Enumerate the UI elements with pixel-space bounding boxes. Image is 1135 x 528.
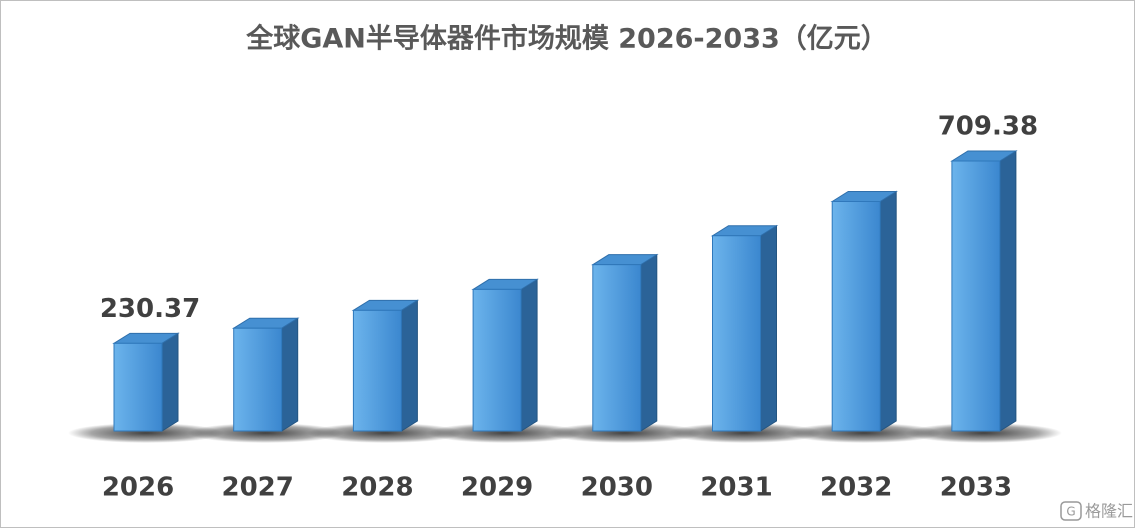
watermark-icon: [1060, 501, 1082, 521]
bar-shadow: [187, 423, 344, 443]
bar-side: [520, 278, 538, 432]
bar-side: [760, 224, 777, 432]
floor: [68, 423, 1062, 443]
bar-front: [472, 288, 522, 432]
bar-front: [113, 342, 163, 432]
x-tick-label: 2033: [940, 473, 1012, 503]
bar-side: [161, 332, 179, 432]
bar-front: [831, 200, 881, 432]
bar: [591, 253, 659, 432]
bar-shadow: [786, 423, 943, 443]
bar-shadow: [427, 423, 584, 443]
bar-front: [712, 235, 761, 432]
watermark-icon-letter: G: [1066, 505, 1075, 519]
bar-side: [281, 317, 299, 432]
x-tick-label: 2029: [461, 473, 533, 503]
bar-side: [999, 150, 1017, 432]
bar: [112, 332, 180, 432]
bar: [231, 317, 300, 432]
x-tick-label: 2027: [222, 473, 294, 503]
data-label: 230.37: [100, 294, 200, 324]
bar-front: [592, 264, 642, 432]
x-tick-label: 2032: [820, 473, 892, 503]
x-tick-label: 2026: [102, 473, 174, 503]
chart-title: 全球GAN半导体器件市场规模 2026-2033（亿元）: [245, 23, 888, 55]
watermark-text: 格隆汇: [1085, 502, 1133, 521]
bar: [351, 299, 420, 432]
bar-side: [879, 190, 897, 432]
watermark: G 格隆汇: [1060, 501, 1133, 521]
bar: [950, 150, 1018, 432]
bar-side: [640, 253, 658, 432]
bar-front: [233, 327, 283, 432]
bar: [830, 190, 898, 432]
bar-side: [400, 299, 418, 432]
bar: [471, 278, 539, 432]
bar-front: [951, 160, 1001, 432]
x-tick-label: 2028: [341, 473, 413, 503]
data-label: 709.38: [938, 112, 1038, 142]
x-tick-label: 2031: [700, 473, 772, 503]
bar-shadow: [905, 423, 1062, 443]
bar-shadow: [68, 423, 224, 443]
bar-shadow: [546, 423, 703, 443]
x-tick-label: 2030: [581, 473, 653, 503]
bar-shadow: [307, 423, 464, 443]
bar: [710, 224, 779, 432]
bars: [112, 150, 1018, 432]
bar-shadow: [666, 423, 823, 443]
bar-front: [352, 309, 402, 432]
